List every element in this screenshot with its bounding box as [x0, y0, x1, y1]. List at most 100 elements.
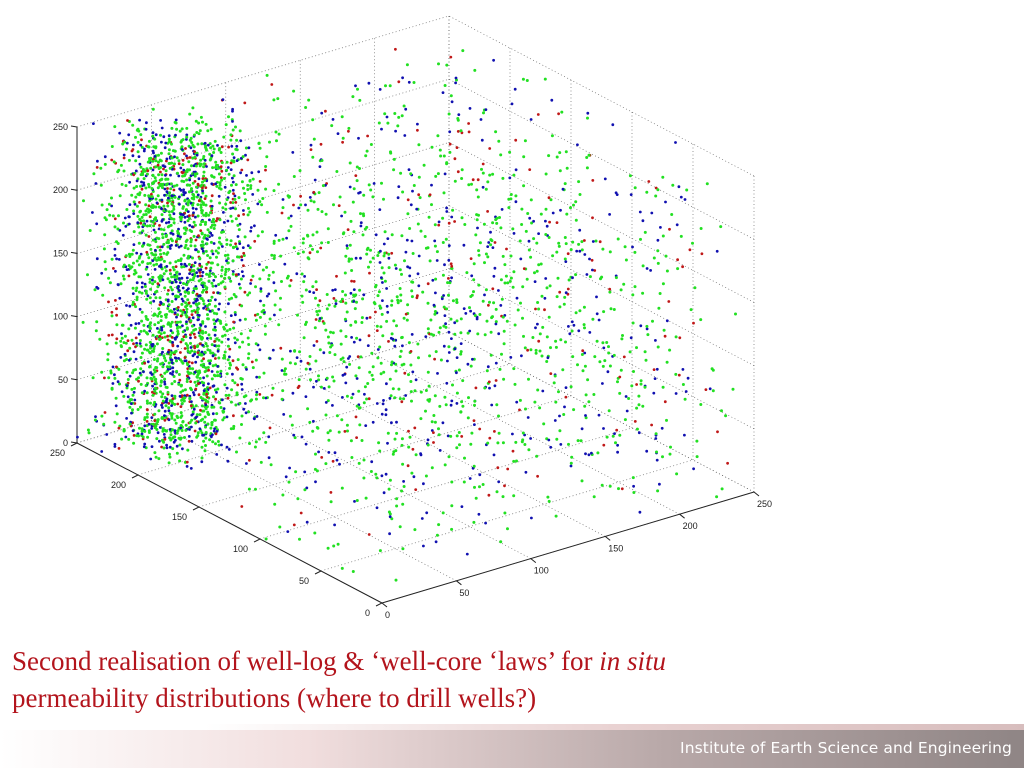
scatter-point	[427, 215, 431, 219]
scatter-point	[468, 477, 472, 480]
scatter-point	[444, 403, 448, 407]
scatter-point	[154, 296, 158, 300]
scatter-point	[202, 389, 206, 392]
scatter-point	[167, 303, 171, 307]
scatter-point	[168, 140, 171, 144]
scatter-point	[226, 253, 230, 257]
scatter-point	[426, 438, 430, 442]
scatter-point	[248, 210, 252, 214]
scatter-point	[187, 439, 191, 443]
scatter-point	[151, 134, 155, 138]
scatter-point	[434, 291, 437, 295]
scatter-point	[453, 157, 457, 161]
scatter-point	[643, 385, 647, 389]
scatter-point	[179, 166, 183, 170]
scatter-point	[249, 186, 253, 190]
scatter-point	[478, 473, 482, 477]
scatter-point	[422, 163, 426, 167]
scatter-point	[131, 148, 135, 151]
scatter-point	[563, 295, 567, 299]
scatter-point	[159, 170, 162, 174]
scatter-point	[170, 416, 174, 420]
scatter-point	[262, 303, 266, 307]
scatter-point	[674, 335, 678, 339]
scatter-point	[164, 429, 168, 433]
scatter-point	[211, 384, 215, 388]
scatter-point	[622, 282, 626, 286]
scatter-point	[120, 390, 124, 394]
scatter-point	[167, 220, 171, 224]
scatter-point	[617, 487, 620, 491]
x-tick-mark	[604, 536, 611, 541]
scatter-point	[433, 223, 437, 227]
scatter-point	[256, 234, 260, 238]
scatter-point	[583, 364, 587, 368]
scatter-point	[110, 145, 114, 148]
scatter-point	[298, 169, 302, 173]
footer-swoosh	[0, 724, 1024, 734]
scatter-point	[491, 221, 495, 225]
scatter-point	[605, 341, 609, 344]
scatter-point	[578, 309, 582, 313]
scatter-point	[167, 402, 171, 405]
scatter-point	[210, 182, 214, 186]
scatter-point	[181, 389, 185, 393]
scatter-point	[226, 257, 230, 260]
scatter-point	[202, 203, 206, 206]
scatter-point	[158, 224, 161, 227]
scatter-point	[170, 358, 174, 362]
scatter-point	[668, 452, 672, 456]
scatter-point	[679, 195, 683, 199]
scatter-point	[224, 270, 228, 274]
scatter-point	[107, 300, 110, 304]
scatter-point	[180, 429, 184, 432]
scatter-point	[368, 316, 372, 319]
scatter-point	[512, 459, 516, 463]
scatter-point	[567, 325, 570, 328]
scatter-point	[205, 374, 209, 378]
scatter-point	[214, 275, 217, 279]
y-tick-mark	[131, 474, 139, 479]
scatter-point	[176, 306, 180, 309]
scatter-point	[357, 136, 360, 140]
scatter-point	[715, 249, 719, 253]
scatter-point	[543, 77, 547, 81]
scatter-point	[455, 446, 459, 450]
scatter-point	[202, 213, 206, 217]
scatter-point	[349, 439, 353, 443]
scatter-point	[393, 112, 397, 115]
scatter-point	[531, 336, 535, 339]
scatter-point	[552, 381, 556, 385]
scatter-point	[162, 204, 166, 208]
scatter-point	[269, 463, 273, 467]
scatter-point	[705, 182, 709, 186]
scatter-point	[534, 307, 537, 311]
scatter-point	[193, 155, 197, 159]
scatter-point	[154, 146, 158, 150]
scatter-point	[132, 200, 136, 204]
scatter-point	[184, 147, 187, 150]
scatter-point	[137, 263, 141, 267]
scatter-point	[160, 213, 164, 217]
scatter-point	[585, 273, 589, 276]
scatter-point	[209, 225, 213, 229]
scatter-point	[265, 265, 269, 269]
scatter-point	[274, 289, 278, 293]
scatter-point	[166, 201, 169, 205]
scatter-point	[472, 290, 475, 294]
scatter-point	[176, 344, 180, 348]
scatter-point	[128, 374, 132, 378]
scatter-point	[188, 214, 191, 218]
scatter-point	[224, 207, 228, 211]
scatter-point	[683, 433, 686, 437]
scatter-point	[202, 288, 206, 292]
scatter-point	[213, 418, 216, 422]
scatter-point	[158, 310, 162, 314]
scatter-point	[151, 131, 155, 135]
scatter-point	[488, 300, 491, 304]
scatter-point	[494, 361, 498, 365]
scatter-point	[602, 443, 606, 447]
scatter-point	[183, 356, 187, 359]
scatter-point	[220, 169, 224, 173]
scatter-point	[201, 189, 205, 193]
